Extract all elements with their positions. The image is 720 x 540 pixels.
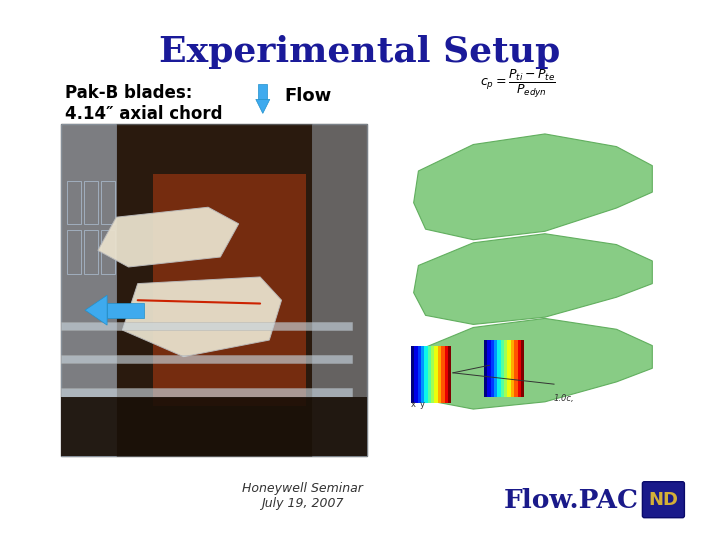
Bar: [418, 346, 421, 403]
Bar: [441, 346, 444, 403]
Polygon shape: [414, 134, 652, 240]
Text: ND: ND: [649, 491, 678, 509]
Text: x: x: [411, 400, 416, 409]
Bar: [101, 181, 114, 224]
Bar: [510, 340, 514, 397]
Bar: [84, 181, 98, 224]
Bar: [61, 388, 352, 396]
Bar: [411, 346, 414, 403]
Bar: [434, 346, 438, 403]
Polygon shape: [85, 295, 107, 325]
Polygon shape: [258, 84, 267, 99]
Polygon shape: [256, 99, 270, 113]
Polygon shape: [414, 234, 652, 325]
Bar: [61, 124, 117, 456]
Bar: [68, 181, 81, 224]
Polygon shape: [122, 277, 282, 356]
Text: y: y: [419, 400, 424, 409]
Text: Honeywell Seminar
July 19, 2007: Honeywell Seminar July 19, 2007: [242, 482, 363, 510]
Text: $c_p = \dfrac{P_{ti} - P_{te}}{P_{edyn}}$: $c_p = \dfrac{P_{ti} - P_{te}}{P_{edyn}}…: [480, 68, 557, 99]
Bar: [490, 340, 494, 397]
Text: 4.14″ axial chord: 4.14″ axial chord: [65, 105, 222, 123]
Bar: [518, 340, 521, 397]
Bar: [504, 340, 508, 397]
Bar: [107, 303, 144, 318]
Bar: [424, 346, 428, 403]
Bar: [444, 346, 448, 403]
Polygon shape: [98, 207, 239, 267]
Bar: [61, 322, 352, 330]
Bar: [431, 346, 434, 403]
Bar: [61, 124, 367, 456]
Text: Flow: Flow: [284, 87, 332, 105]
Bar: [421, 346, 424, 403]
Bar: [500, 340, 504, 397]
Bar: [61, 355, 352, 363]
Polygon shape: [414, 319, 652, 409]
Bar: [484, 340, 487, 397]
Bar: [153, 174, 306, 407]
FancyBboxPatch shape: [642, 482, 685, 518]
Bar: [68, 231, 81, 274]
Bar: [498, 340, 500, 397]
Text: Pak-B blades:: Pak-B blades:: [65, 84, 192, 102]
Bar: [84, 231, 98, 274]
Bar: [101, 231, 114, 274]
Text: Experimental Setup: Experimental Setup: [159, 35, 561, 69]
Bar: [61, 396, 367, 456]
Bar: [494, 340, 498, 397]
Bar: [508, 340, 510, 397]
Bar: [438, 346, 441, 403]
Bar: [448, 346, 451, 403]
Bar: [312, 124, 367, 456]
Bar: [487, 340, 490, 397]
Bar: [514, 340, 518, 397]
Bar: [428, 346, 431, 403]
Text: 1.0c,: 1.0c,: [554, 394, 575, 403]
Bar: [414, 346, 418, 403]
Text: Flow.PAC: Flow.PAC: [504, 488, 639, 513]
Bar: [521, 340, 524, 397]
